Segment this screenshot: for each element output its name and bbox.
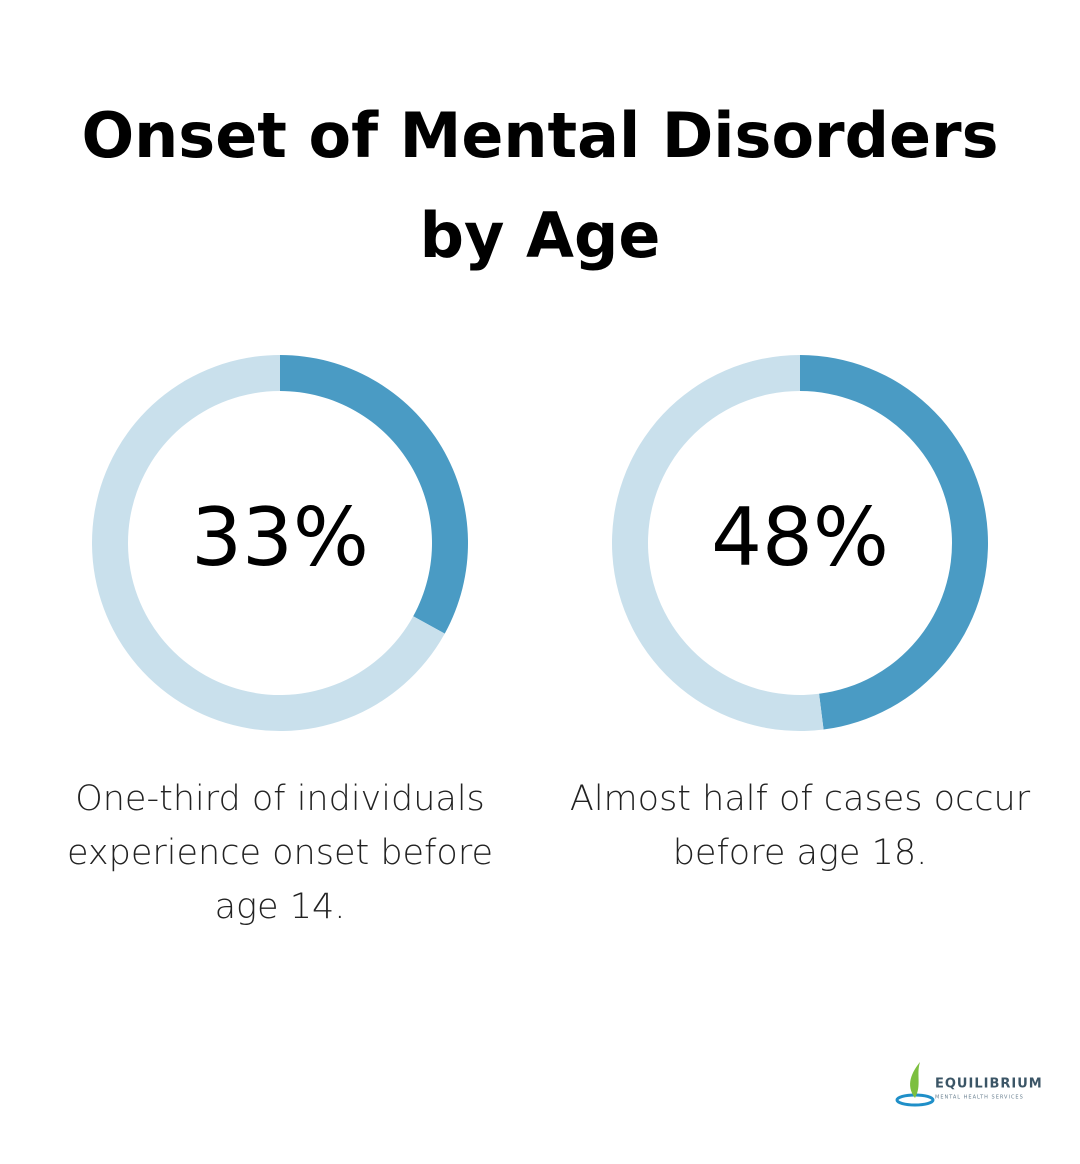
value-label: 33% [191,491,369,584]
logo-tagline: MENTAL HEALTH SERVICES [935,1095,1024,1101]
caption-line: One-third of individuals [75,779,485,819]
logo-name: EQUILIBRIUM [935,1077,1043,1092]
value-label: 48% [711,491,889,584]
caption-line: before age 18. [673,833,928,873]
logo-leaf [910,1062,920,1098]
title-line: Onset of Mental Disorders [81,99,998,172]
caption-line: Almost half of cases occur [570,779,1031,819]
title-line: by Age [420,199,661,272]
donut-segment [612,355,824,731]
caption-line: experience onset before [67,833,493,873]
donut-segment [800,355,988,730]
donut-segment [280,355,468,634]
caption-line: age 14. [215,887,346,927]
logo: EQUILIBRIUM MENTAL HEALTH SERVICES [895,1062,1043,1107]
